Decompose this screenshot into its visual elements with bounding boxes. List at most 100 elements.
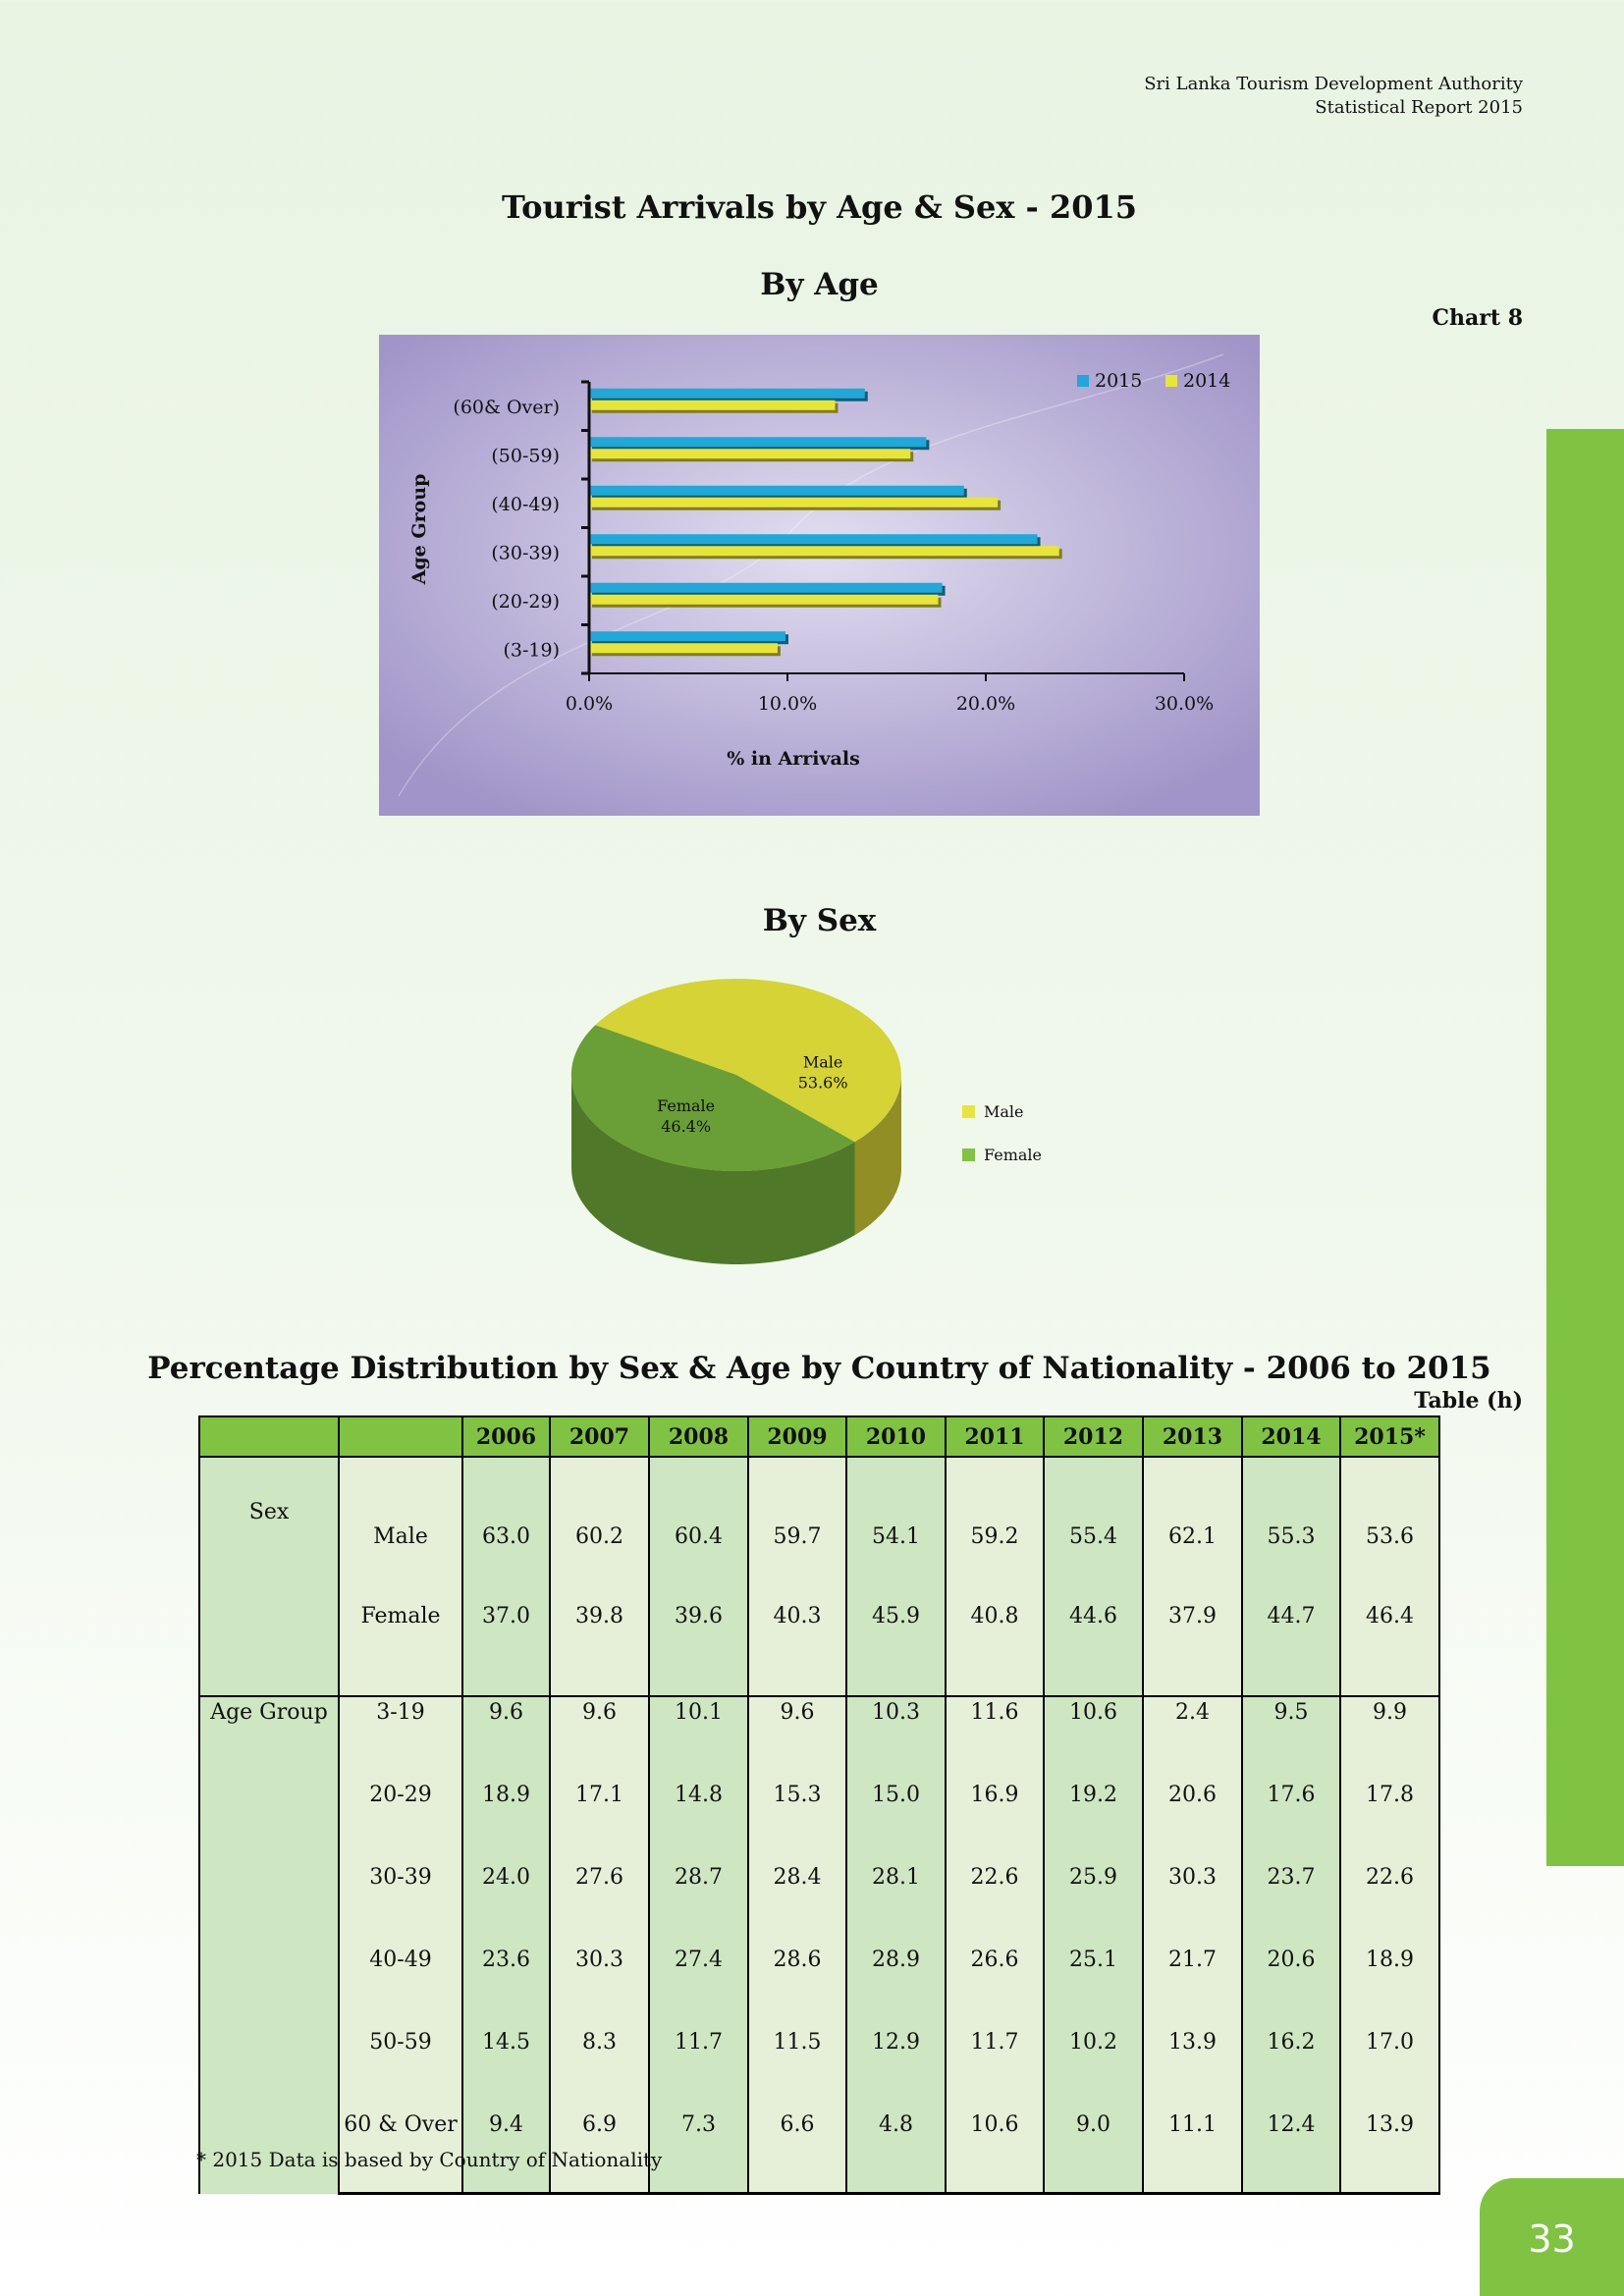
table-cell: [461, 1656, 551, 1696]
table-cell: [1339, 1656, 1440, 1696]
row-label: 60 & Over: [338, 2109, 463, 2195]
bar-2014: [589, 546, 1059, 557]
table-cell: 23.6: [461, 1945, 551, 2027]
row-label: 3-19: [338, 1695, 463, 1780]
column-header: 2006: [461, 1415, 551, 1458]
table-cell: 2.4: [1142, 1695, 1243, 1780]
table-cell: 37.0: [461, 1576, 551, 1656]
table-row: Male 63.0 60.2 60.4 59.7 54.1 59.2 55.4 62.1 55.3…: [199, 1497, 1440, 1576]
table-cell: [648, 1656, 749, 1696]
pie-value-female: 46.4%: [661, 1117, 711, 1136]
table-cell: 9.6: [747, 1695, 847, 1780]
table-row: [199, 1656, 1440, 1696]
column-header: 2009: [747, 1415, 847, 1458]
column-header: 2015*: [1339, 1415, 1440, 1458]
table-row: Age Group 3-19 9.6 9.6 10.1 9.6 10.3 11.6 10.6 2.…: [198, 1695, 1440, 2194]
table-cell: 11.1: [1142, 2109, 1243, 2195]
table-cell: 28.6: [747, 1945, 847, 2027]
table-cell: 53.6: [1339, 1497, 1440, 1576]
table-row: 20-29 18.9 17.1 14.8 15.3 15.0 16.9 19.2 20.6 17.…: [199, 1780, 1440, 1862]
column-header: 2013: [1142, 1415, 1243, 1458]
table-cell: 14.8: [648, 1780, 749, 1862]
table-cell: 25.1: [1043, 1945, 1144, 2027]
table-cell: 28.7: [648, 1862, 749, 1945]
table-cell: 9.6: [461, 1695, 551, 1780]
bar-2015: [589, 534, 1038, 545]
table-cell: [549, 1457, 650, 1497]
table-cell: 21.7: [1142, 1945, 1243, 2027]
side-accent-bar: [1546, 429, 1624, 1866]
table-cell: 46.4: [1339, 1576, 1440, 1656]
page-number-tab: 33: [1480, 2178, 1624, 2296]
table-cell: [1043, 1656, 1144, 1696]
pie-value-male: 53.6%: [798, 1073, 848, 1092]
column-header: 2008: [648, 1415, 749, 1458]
y-tick-label: (60& Over): [453, 397, 560, 418]
legend-swatch-male: [962, 1105, 975, 1118]
table-cell: [845, 1656, 947, 1696]
table-cell: [945, 1457, 1045, 1497]
pie-label-male: Male: [803, 1052, 843, 1071]
table-label: Table (h): [1414, 1388, 1523, 1414]
table-cell: 16.9: [945, 1780, 1045, 1862]
table-cell: 7.3: [648, 2109, 749, 2195]
table-cell: 12.9: [845, 2027, 947, 2109]
table-cell: 20.6: [1241, 1945, 1341, 2027]
table-row: 50-59 14.5 8.3 11.7 11.5 12.9 11.7 10.2 13.9 16.2…: [199, 2027, 1440, 2109]
column-header: 2012: [1043, 1415, 1144, 1458]
table-header-row: 2006 2007 2008 2009 2010 2011 2012 2013 2014 2015…: [198, 1415, 1440, 1458]
table-cell: 27.4: [648, 1945, 749, 2027]
legend-swatch-female: [962, 1148, 975, 1161]
table-cell: 11.7: [648, 2027, 749, 2109]
table-cell: 16.2: [1241, 2027, 1341, 2109]
table-cell: 6.6: [747, 2109, 847, 2195]
bar-2014: [589, 497, 999, 507]
column-header: [338, 1415, 463, 1458]
x-tick-label: 30.0%: [1155, 693, 1214, 715]
column-header: 2010: [845, 1415, 947, 1458]
x-tick-label: 20.0%: [956, 693, 1015, 715]
table-row: Female 37.0 39.8 39.6 40.3 45.9 40.8 44.6 37.9 44…: [199, 1576, 1440, 1656]
table-cell: 18.9: [1339, 1945, 1440, 2027]
row-group-label: Age Group: [198, 1695, 340, 2194]
table-cell: 11.6: [945, 1695, 1045, 1780]
table-cell: 10.3: [845, 1695, 947, 1780]
table-cell: 28.4: [747, 1862, 847, 1945]
column-header: [198, 1415, 340, 1458]
table-cell: 14.5: [461, 2027, 551, 2109]
table-cell: 10.2: [1043, 2027, 1144, 2109]
table-row: 40-49 23.6 30.3 27.4 28.6 28.9 26.6 25.1 21.7 20.…: [199, 1945, 1440, 2027]
sex-section-title: By Sex: [762, 903, 877, 938]
report-header: Sri Lanka Tourism Development Authority …: [1144, 73, 1523, 120]
legend-swatch-2014: [1165, 375, 1177, 387]
table-row: 30-39 24.0 27.6 28.7 28.4 28.1 22.6 25.9 30.3 23.…: [199, 1862, 1440, 1945]
y-tick-label: (30-39): [491, 542, 560, 563]
row-label: 40-49: [338, 1945, 463, 2027]
table-cell: 4.8: [845, 2109, 947, 2195]
table-cell: 15.0: [845, 1780, 947, 1862]
x-axis-title: % in Arrivals: [727, 748, 860, 770]
table-cell: 17.1: [549, 1780, 650, 1862]
table-cell: 25.9: [1043, 1862, 1144, 1945]
pie-side-male: [854, 1075, 901, 1236]
table-cell: 17.8: [1339, 1780, 1440, 1862]
table-cell: [1043, 1457, 1144, 1497]
table-cell: 27.6: [549, 1862, 650, 1945]
table-cell: 11.7: [945, 2027, 1045, 2109]
bar-2014: [589, 449, 911, 459]
table-cell: 40.3: [747, 1576, 847, 1656]
table-cell: 10.6: [1043, 1695, 1144, 1780]
table-cell: 54.1: [845, 1497, 947, 1576]
table-row: 60 & Over 9.4 6.9 7.3 6.6 4.8 10.6 9.0 11.1 12.4 1…: [199, 2109, 1440, 2195]
table-cell: [1339, 1457, 1440, 1497]
row-label: Male: [338, 1497, 463, 1576]
y-axis-title: Age Group: [408, 474, 430, 586]
bar-2015: [589, 631, 785, 642]
table-cell: 39.8: [549, 1576, 650, 1656]
table-cell: 44.6: [1043, 1576, 1144, 1656]
table-cell: [1142, 1457, 1243, 1497]
table-cell: 45.9: [845, 1576, 947, 1656]
table-cell: 59.2: [945, 1497, 1045, 1576]
table-cell: [845, 1457, 947, 1497]
table-cell: 30.3: [1142, 1862, 1243, 1945]
